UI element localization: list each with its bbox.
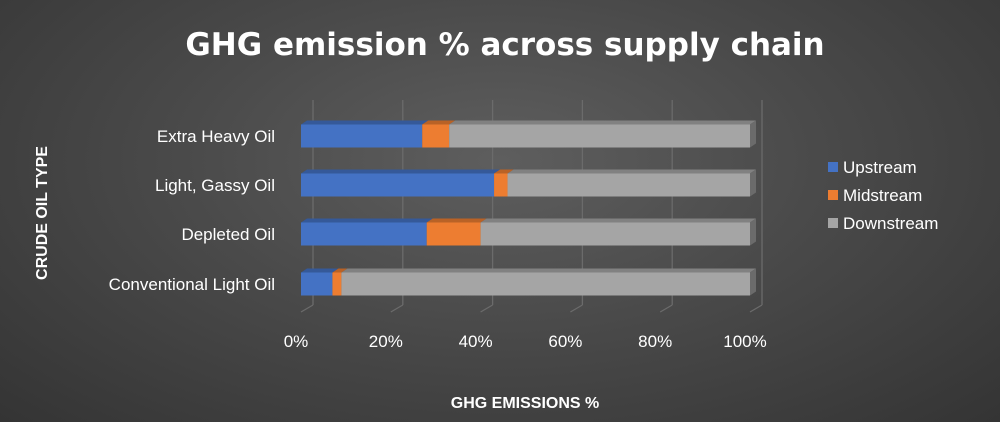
gridline bbox=[749, 100, 763, 313]
x-axis-title: GHG EMISSIONS % bbox=[451, 395, 599, 412]
legend-label: Upstream bbox=[843, 158, 917, 177]
bar-segment-upstream-3 bbox=[301, 268, 339, 296]
legend-swatch bbox=[828, 162, 838, 172]
chart-title: GHG emission % across supply chain bbox=[185, 27, 824, 63]
bar-segment-upstream-2 bbox=[301, 218, 433, 246]
bar-segment-downstream-3 bbox=[341, 268, 756, 296]
bars bbox=[301, 120, 756, 296]
bar-segment-downstream-2 bbox=[480, 218, 756, 246]
legend-item-midstream: Midstream bbox=[828, 186, 922, 205]
legend-label: Midstream bbox=[843, 186, 922, 205]
bar-segment-midstream-2 bbox=[426, 218, 487, 246]
bar-segment-upstream-0 bbox=[301, 120, 429, 148]
x-tick-label: 40% bbox=[459, 332, 493, 351]
category-label: Extra Heavy Oil bbox=[157, 127, 275, 146]
x-tick-labels: 0% 20% 40% 60% 80% 100% bbox=[284, 332, 767, 351]
legend: Upstream Midstream Downstream bbox=[828, 158, 938, 233]
bar-segment-downstream-1 bbox=[507, 169, 756, 197]
legend-label: Downstream bbox=[843, 214, 938, 233]
legend-swatch bbox=[828, 218, 838, 228]
y-axis-title: CRUDE OIL TYPE bbox=[34, 146, 51, 280]
category-label: Conventional Light Oil bbox=[109, 275, 275, 294]
x-tick-label: 20% bbox=[369, 332, 403, 351]
bar-segment-midstream-3 bbox=[332, 268, 348, 296]
legend-item-upstream: Upstream bbox=[828, 158, 917, 177]
x-tick-label: 100% bbox=[723, 332, 766, 351]
legend-swatch bbox=[828, 190, 838, 200]
bar-segment-midstream-0 bbox=[422, 120, 456, 148]
x-tick-label: 0% bbox=[284, 332, 309, 351]
bar-segment-midstream-1 bbox=[494, 169, 514, 197]
category-label: Light, Gassy Oil bbox=[155, 176, 275, 195]
bar-segment-downstream-0 bbox=[449, 120, 756, 148]
category-label: Depleted Oil bbox=[181, 225, 275, 244]
bar-segment-upstream-1 bbox=[301, 169, 501, 197]
x-tick-label: 60% bbox=[548, 332, 582, 351]
category-labels: Extra Heavy Oil Light, Gassy Oil Depleted … bbox=[109, 127, 275, 294]
legend-item-downstream: Downstream bbox=[828, 214, 938, 233]
x-tick-label: 80% bbox=[638, 332, 672, 351]
